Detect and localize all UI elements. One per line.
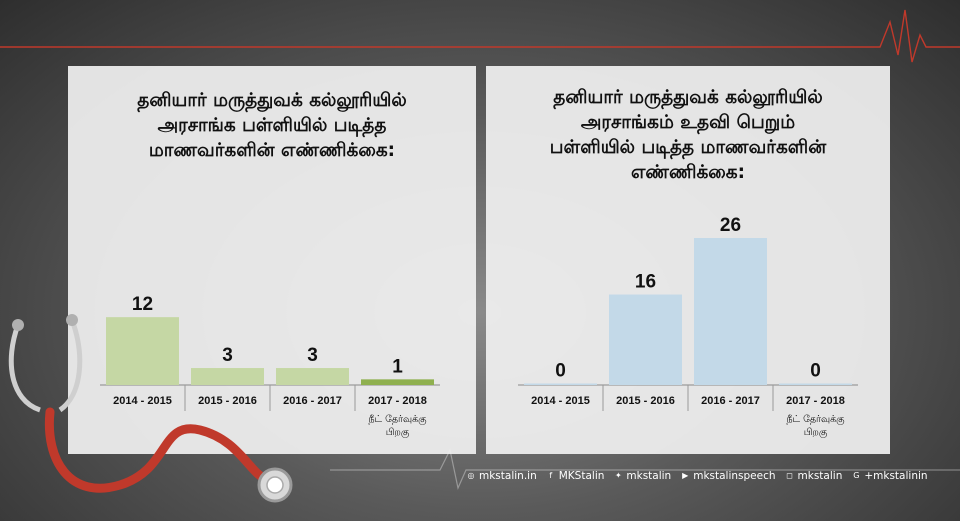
bar <box>106 317 179 385</box>
category-label: 2016 - 2017 <box>283 395 342 407</box>
category-label: 2015 - 2016 <box>616 395 675 407</box>
category-label: 2014 - 2015 <box>113 395 172 407</box>
category-sublabel: பிறகு <box>386 427 410 439</box>
category-label: 2017 - 2018 <box>368 395 427 407</box>
data-label: 1 <box>392 356 403 377</box>
category-label: 2016 - 2017 <box>701 395 760 407</box>
data-label: 0 <box>810 361 821 382</box>
chart-title-line: அரசாங்க பள்ளியில் படித்த <box>157 115 387 136</box>
instagram-icon: ◻ <box>786 471 793 480</box>
chart-title-line: தனியார் மருத்துவக் கல்லூரியில் <box>137 90 407 111</box>
footer-facebook[interactable]: f MKStalin <box>546 470 605 482</box>
chart-panel-aided-school: தனியார் மருத்துவக் கல்லூரியில் அரசாங்கம்… <box>486 66 890 454</box>
chart-title: தனியார் மருத்துவக் கல்லூரியில் அரசாங்க ப… <box>68 88 476 163</box>
footer-googleplus-label: +mkstalinin <box>864 470 928 482</box>
footer-youtube[interactable]: ▶ mkstalinspeech <box>680 470 775 482</box>
chart-title-line: எண்ணிக்கை: <box>630 162 746 183</box>
social-footer: ◎ mkstalin.in f MKStalin ✦ mkstalin ▶ mk… <box>466 468 928 484</box>
category-label: 2015 - 2016 <box>198 395 257 407</box>
globe-icon: ◎ <box>467 471 475 480</box>
chart-title-line: பள்ளியில் படித்த மாணவர்களின் <box>549 137 827 158</box>
footer-website[interactable]: ◎ mkstalin.in <box>466 470 537 482</box>
bar-chart: 12 2014 - 2015 3 2015 - 2016 3 2016 - 2017 1 20… <box>100 294 440 439</box>
footer-youtube-label: mkstalinspeech <box>693 470 776 482</box>
stethoscope-illustration <box>8 314 293 503</box>
category-sublabel: நீட் தேர்வுக்கு <box>368 414 427 426</box>
data-label: 12 <box>132 294 153 315</box>
chart-title-line: மாணவர்களின் எண்ணிக்கை: <box>148 140 396 161</box>
data-label: 3 <box>222 345 233 366</box>
footer-googleplus[interactable]: G +mkstalinin <box>851 470 927 482</box>
category-label: 2014 - 2015 <box>531 395 590 407</box>
youtube-icon: ▶ <box>682 471 689 480</box>
footer-facebook-label: MKStalin <box>558 470 605 482</box>
bar <box>524 383 597 385</box>
category-sublabel: நீட் தேர்வுக்கு <box>786 414 845 426</box>
category-sublabel: பிறகு <box>804 427 828 439</box>
bar <box>191 368 264 385</box>
footer-instagram-label: mkstalin <box>797 470 843 482</box>
data-label: 0 <box>555 361 566 382</box>
footer-twitter-label: mkstalin <box>626 470 672 482</box>
chart-panel-government-school: தனியார் மருத்துவக் கல்லூரியில் அரசாங்க ப… <box>68 66 476 454</box>
bar <box>694 238 767 385</box>
bar <box>779 383 852 385</box>
bar-chart: 0 2014 - 2015 16 2015 - 2016 26 2016 - 2017 0 2… <box>518 215 858 439</box>
google-plus-icon: G <box>853 471 860 480</box>
data-label: 26 <box>720 215 741 236</box>
bar <box>361 379 434 385</box>
chart-title: தனியார் மருத்துவக் கல்லூரியில் அரசாங்கம்… <box>486 85 890 185</box>
bar <box>276 368 349 385</box>
footer-website-label: mkstalin.in <box>479 470 537 482</box>
footer-instagram[interactable]: ◻ mkstalin <box>785 470 843 482</box>
category-label: 2017 - 2018 <box>786 395 845 407</box>
chart-title-line: தனியார் மருத்துவக் கல்லூரியில் <box>553 87 823 108</box>
footer-twitter[interactable]: ✦ mkstalin <box>613 470 671 482</box>
chart-title-line: அரசாங்கம் உதவி பெறும் <box>580 112 796 133</box>
data-label: 3 <box>307 345 318 366</box>
facebook-icon: f <box>549 471 553 480</box>
data-label: 16 <box>635 272 656 293</box>
bar <box>609 294 682 385</box>
twitter-icon: ✦ <box>615 471 622 480</box>
